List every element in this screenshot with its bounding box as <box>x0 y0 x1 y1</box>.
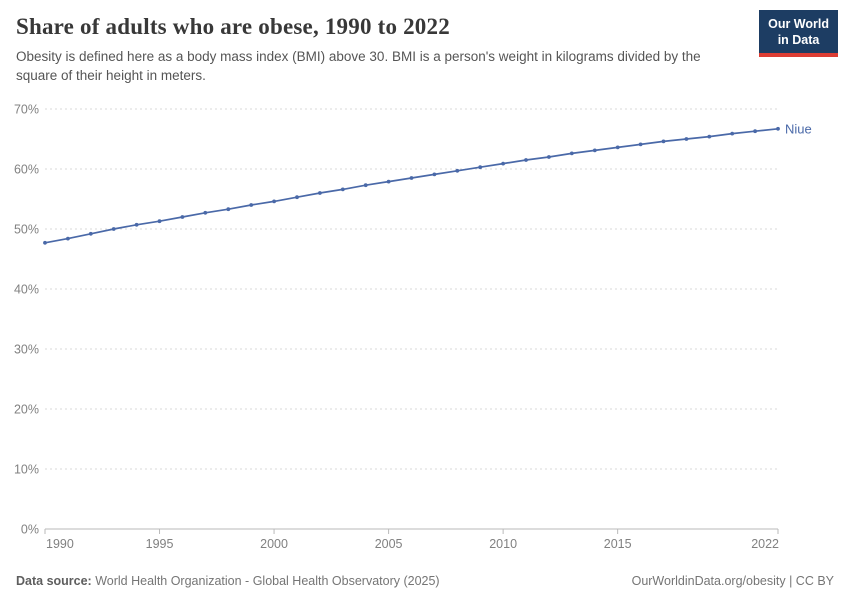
x-axis-label: 1990 <box>46 537 74 551</box>
data-point[interactable] <box>753 129 757 134</box>
x-axis-label: 2022 <box>751 537 779 551</box>
data-point[interactable] <box>409 176 414 181</box>
data-point[interactable] <box>66 236 70 241</box>
data-point[interactable] <box>615 145 620 150</box>
page-title: Share of adults who are obese, 1990 to 2… <box>16 14 450 39</box>
x-axis-label: 2015 <box>604 537 632 551</box>
y-axis-label: 70% <box>14 103 39 117</box>
x-axis-label: 2000 <box>260 537 288 551</box>
y-axis-label: 10% <box>14 463 39 477</box>
data-point[interactable] <box>569 151 574 156</box>
data-point[interactable] <box>249 203 254 208</box>
data-source: Data source: World Health Organization -… <box>16 574 440 588</box>
data-point[interactable] <box>157 219 162 224</box>
data-point[interactable] <box>730 131 735 136</box>
data-point[interactable] <box>661 139 666 144</box>
data-point[interactable] <box>455 169 460 173</box>
license-link[interactable]: OurWorldinData.org/obesity | CC BY <box>631 574 834 588</box>
data-point[interactable] <box>776 127 780 131</box>
y-axis-label: 60% <box>14 163 39 177</box>
data-point[interactable] <box>318 191 322 196</box>
data-point[interactable] <box>638 142 643 147</box>
data-point[interactable] <box>684 137 689 142</box>
data-point[interactable] <box>478 165 483 170</box>
data-point[interactable] <box>501 161 505 166</box>
data-source-text: World Health Organization - Global Healt… <box>95 574 440 588</box>
data-point[interactable] <box>88 232 93 236</box>
data-point[interactable] <box>363 183 368 188</box>
data-point[interactable] <box>226 207 231 212</box>
data-point[interactable] <box>386 179 391 184</box>
chart-footer: Data source: World Health Organization -… <box>0 564 850 600</box>
entity-label-niue[interactable]: Niue <box>785 122 812 137</box>
chart-header: Share of adults who are obese, 1990 to 2… <box>0 0 850 85</box>
data-point[interactable] <box>547 155 551 160</box>
data-point[interactable] <box>707 134 712 139</box>
y-axis-label: 30% <box>14 343 39 357</box>
data-point[interactable] <box>180 215 185 220</box>
data-point[interactable] <box>134 223 139 227</box>
y-axis-label: 40% <box>14 283 39 297</box>
y-axis-label: 50% <box>14 223 39 237</box>
x-axis-label: 1995 <box>146 537 174 551</box>
x-axis-label: 2010 <box>489 537 517 551</box>
data-point[interactable] <box>43 241 47 245</box>
data-point[interactable] <box>203 211 208 215</box>
logo-text-line1: Our World <box>768 17 829 31</box>
data-point[interactable] <box>340 187 345 192</box>
data-line[interactable] <box>44 128 779 244</box>
y-axis-label: 20% <box>14 403 39 417</box>
line-chart[interactable]: 0% 10% 20% 30% 40% 50% 60% 70% 1990 1995 2000 2005 2… <box>0 95 850 557</box>
x-axis-label: 2005 <box>375 537 403 551</box>
logo-text-line2: in Data <box>777 32 820 47</box>
data-point[interactable] <box>295 195 299 200</box>
data-point[interactable] <box>592 148 597 153</box>
page-subtitle: Obesity is defined here as a body mass i… <box>16 49 701 83</box>
y-axis-label: 0% <box>21 523 39 537</box>
data-source-label: Data source: <box>16 574 92 588</box>
owid-logo[interactable]: Our World in Data <box>759 10 838 58</box>
data-point[interactable] <box>432 172 437 177</box>
data-point[interactable] <box>111 227 116 232</box>
data-point[interactable] <box>524 158 528 163</box>
data-point[interactable] <box>272 199 276 204</box>
